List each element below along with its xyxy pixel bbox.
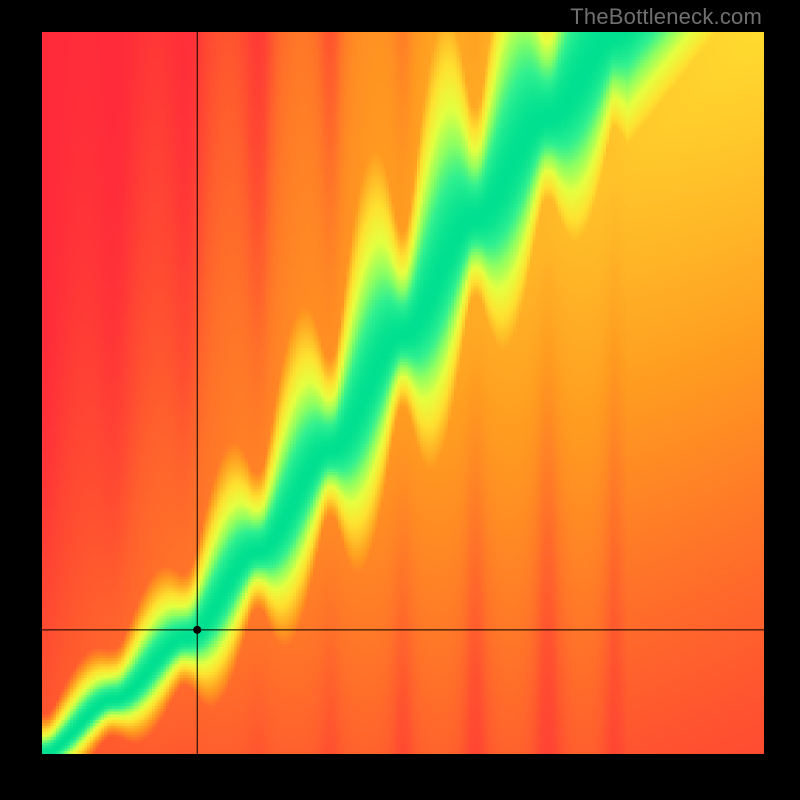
watermark-label: TheBottleneck.com bbox=[570, 4, 762, 30]
chart-container: TheBottleneck.com bbox=[0, 0, 800, 800]
heatmap-canvas bbox=[42, 32, 764, 754]
plot-area bbox=[42, 32, 764, 754]
